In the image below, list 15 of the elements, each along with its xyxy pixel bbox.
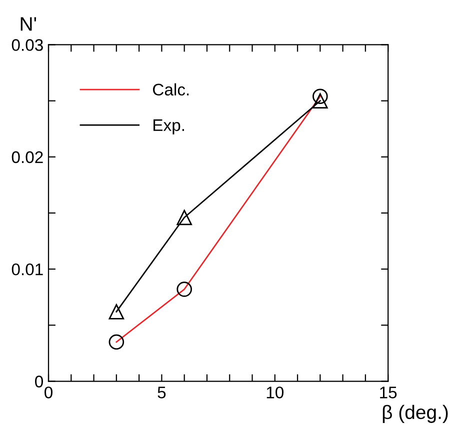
y-axis-title: N' <box>20 17 36 31</box>
point <box>108 304 124 320</box>
x-tick-label: 0 <box>44 386 52 398</box>
x-tick-label: 10 <box>266 386 284 398</box>
point <box>312 93 328 108</box>
x-axis-title: β (deg.) <box>382 404 448 423</box>
y-tick-label: 0 <box>35 376 43 388</box>
legend-label: Exp. <box>154 119 184 134</box>
x-tick-label: 15 <box>380 386 397 398</box>
y-tick-label: 0.01 <box>12 263 43 276</box>
y-tick-label: 0.03 <box>12 39 43 51</box>
point <box>176 210 192 226</box>
y-tick-label: 0.02 <box>12 151 43 164</box>
legend-label: Calc. <box>153 83 189 96</box>
x-tick-label: 5 <box>158 386 166 398</box>
